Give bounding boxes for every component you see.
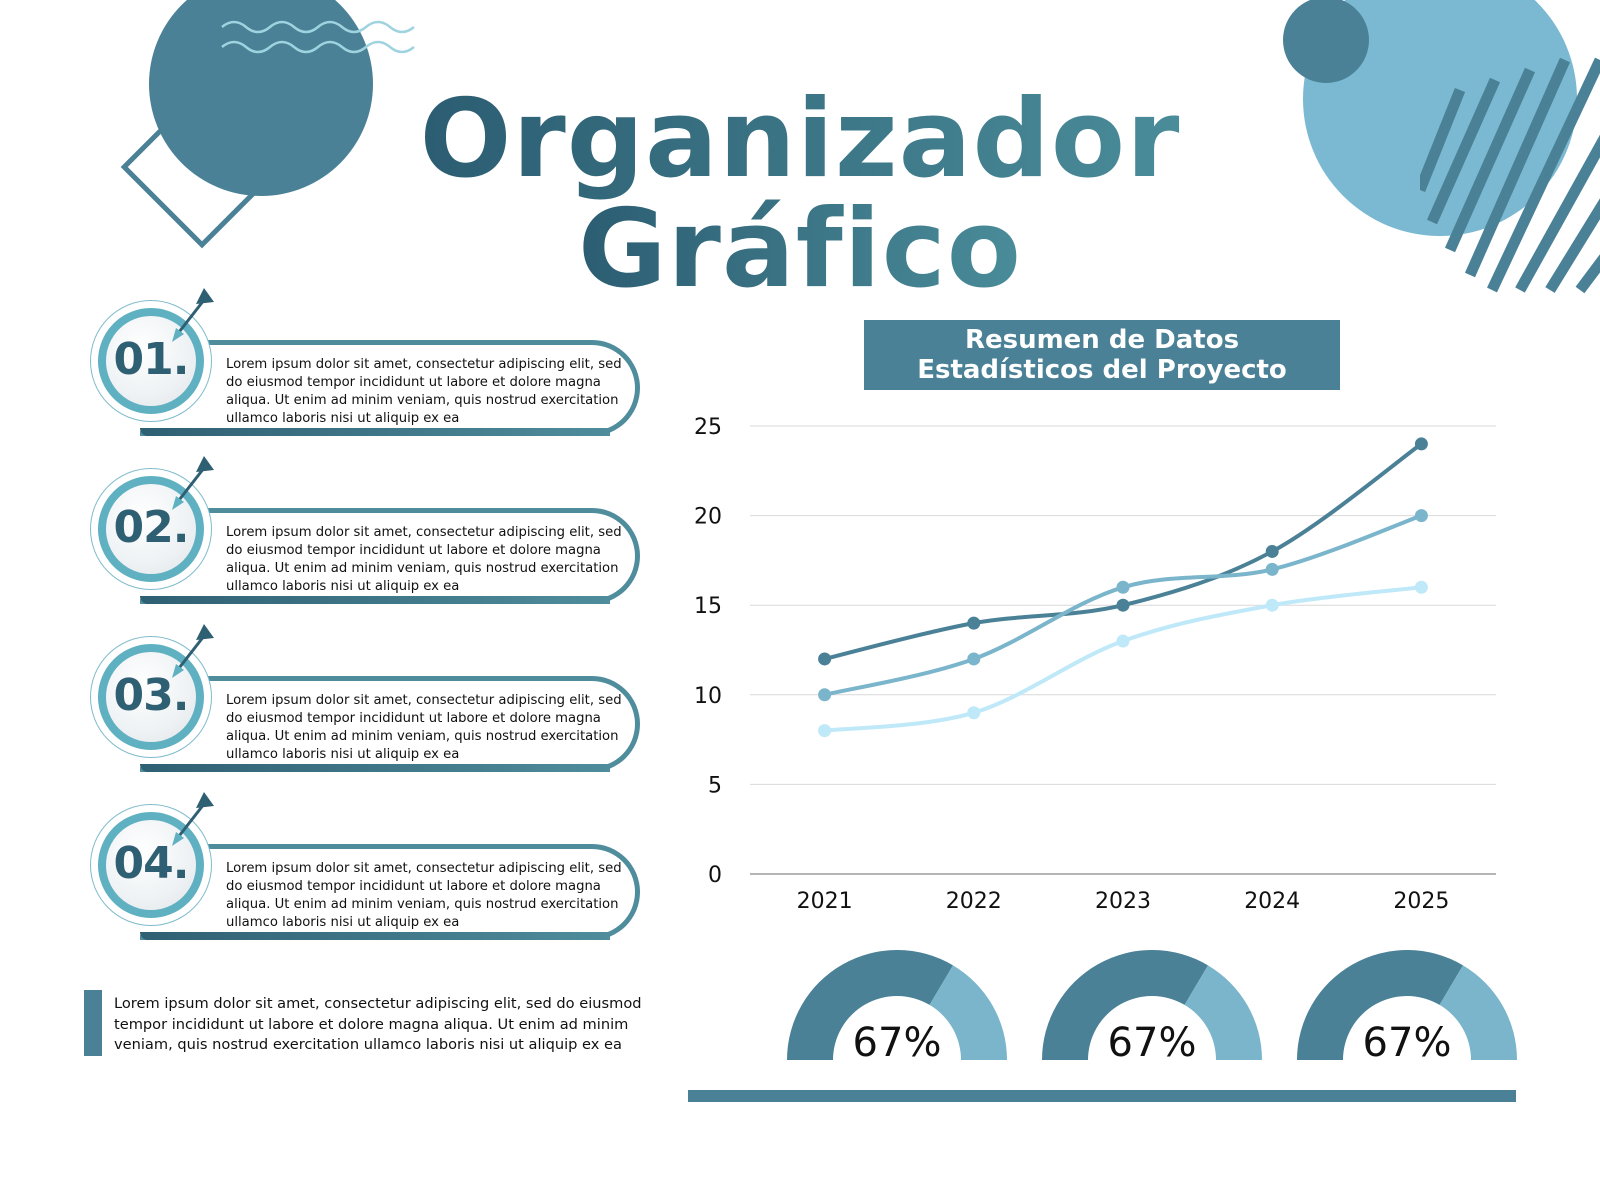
gauge-remaining-arc bbox=[1184, 965, 1262, 1060]
data-point bbox=[967, 616, 981, 630]
data-point bbox=[967, 652, 981, 666]
step-ring bbox=[98, 476, 204, 582]
step-1: 01. Lorem ipsum dolor sit amet, consecte… bbox=[90, 288, 660, 450]
wave-line-2 bbox=[221, 40, 415, 54]
step-text: Lorem ipsum dolor sit amet, consectetur … bbox=[226, 861, 622, 930]
data-point bbox=[1116, 598, 1130, 612]
page-title-line2: Gráfico bbox=[577, 187, 1022, 312]
arrow-icon bbox=[172, 624, 214, 678]
data-point bbox=[1265, 562, 1279, 576]
step-2: 02. Lorem ipsum dolor sit amet, consecte… bbox=[90, 456, 660, 618]
gauge-3: 67% bbox=[1296, 950, 1518, 1066]
x-tick-label: 2023 bbox=[1095, 889, 1151, 914]
arrow-icon bbox=[172, 456, 214, 510]
x-tick-label: 2022 bbox=[946, 889, 1002, 914]
gauge-value: 67% bbox=[1362, 1020, 1452, 1066]
data-point bbox=[1414, 437, 1428, 451]
data-point bbox=[818, 652, 832, 666]
step-pill-shadow bbox=[140, 932, 610, 940]
data-point bbox=[967, 706, 981, 720]
chart-title-box: Resumen de Datos Estadísticos del Proyec… bbox=[864, 320, 1340, 390]
x-tick-label: 2024 bbox=[1244, 889, 1300, 914]
page-title-line1: Organizador bbox=[419, 77, 1181, 202]
arrow-icon bbox=[172, 792, 214, 846]
gauge-arc bbox=[787, 950, 1007, 1060]
step-pill-shadow bbox=[140, 428, 610, 436]
chart-title-line2: Estadísticos del Proyecto bbox=[917, 355, 1287, 385]
gauge-remaining-arc bbox=[929, 965, 1007, 1060]
x-tick-label: 2025 bbox=[1393, 889, 1449, 914]
y-tick-label: 0 bbox=[708, 863, 722, 888]
small-circle-right bbox=[1283, 0, 1369, 83]
x-tick-label: 2021 bbox=[797, 889, 853, 914]
arrow-icon bbox=[172, 288, 214, 342]
step-text: Lorem ipsum dolor sit amet, consectetur … bbox=[226, 693, 622, 762]
y-tick-label: 5 bbox=[708, 773, 722, 798]
gauge-value: 67% bbox=[852, 1020, 942, 1066]
note-accent-bar bbox=[84, 990, 102, 1056]
gauge-arc bbox=[1042, 950, 1262, 1060]
data-point bbox=[1116, 580, 1130, 594]
step-ring bbox=[98, 812, 204, 918]
y-tick-label: 20 bbox=[694, 505, 722, 530]
step-3: 03. Lorem ipsum dolor sit amet, consecte… bbox=[90, 624, 660, 786]
y-tick-label: 25 bbox=[694, 415, 722, 440]
data-point bbox=[1265, 598, 1279, 612]
data-point bbox=[818, 724, 832, 738]
step-number: 03. bbox=[113, 670, 190, 721]
gauge-1: 67% bbox=[786, 950, 1008, 1066]
gauge-filled-arc bbox=[1042, 950, 1208, 1060]
step-number: 02. bbox=[113, 502, 190, 553]
gauge-value: 67% bbox=[1107, 1020, 1197, 1066]
gauge-filled-arc bbox=[787, 950, 953, 1060]
y-tick-label: 15 bbox=[694, 594, 722, 619]
data-point bbox=[1265, 544, 1279, 558]
gauge-remaining-arc bbox=[1439, 965, 1517, 1060]
step-pill-shadow bbox=[140, 596, 610, 604]
gauge-2: 67% bbox=[1041, 950, 1263, 1066]
step-ring bbox=[98, 644, 204, 750]
data-point bbox=[1414, 580, 1428, 594]
data-point bbox=[1116, 634, 1130, 648]
gauge-arc bbox=[1297, 950, 1517, 1060]
stripes bbox=[1420, 57, 1600, 294]
data-point bbox=[1414, 509, 1428, 523]
gauge-filled-arc bbox=[1297, 950, 1463, 1060]
big-circle-left bbox=[149, 0, 373, 196]
step-text: Lorem ipsum dolor sit amet, consectetur … bbox=[226, 525, 622, 594]
wave-line-1 bbox=[221, 20, 415, 34]
step-text: Lorem ipsum dolor sit amet, consectetur … bbox=[226, 357, 622, 426]
bottom-accent-bar bbox=[688, 1090, 1516, 1102]
chart-title-line1: Resumen de Datos bbox=[964, 325, 1240, 355]
note-text: Lorem ipsum dolor sit amet, consectetur … bbox=[114, 995, 642, 1053]
step-4: 04. Lorem ipsum dolor sit amet, consecte… bbox=[90, 792, 660, 954]
step-number: 01. bbox=[113, 334, 190, 385]
y-tick-label: 10 bbox=[694, 684, 722, 709]
step-pill-shadow bbox=[140, 764, 610, 772]
data-point bbox=[818, 688, 832, 702]
step-number: 04. bbox=[113, 838, 190, 889]
step-ring bbox=[98, 308, 204, 414]
